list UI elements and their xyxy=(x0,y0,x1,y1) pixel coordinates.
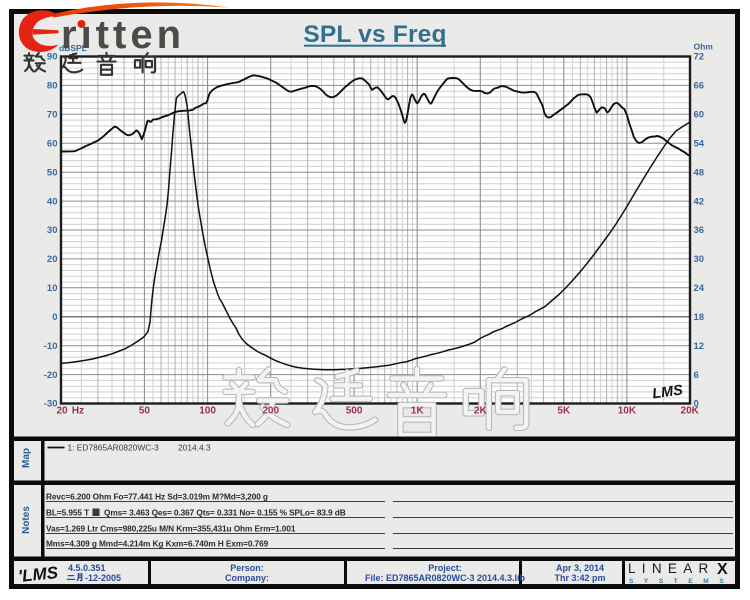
svg-text:42: 42 xyxy=(694,196,705,207)
svg-text:5K: 5K xyxy=(557,406,571,417)
svg-text:SYSTEMS: SYSTEMS xyxy=(629,578,734,585)
svg-text:20: 20 xyxy=(56,406,68,417)
svg-text:Thr 3:42 pm: Thr 3:42 pm xyxy=(554,573,605,583)
svg-text:12: 12 xyxy=(694,341,705,352)
svg-text:Hz: Hz xyxy=(72,406,84,417)
svg-text:72: 72 xyxy=(694,52,705,63)
svg-text:10K: 10K xyxy=(618,406,637,417)
svg-text:60: 60 xyxy=(47,139,58,150)
svg-text:Apr 3, 2014: Apr 3, 2014 xyxy=(556,563,604,573)
svg-text:54: 54 xyxy=(694,139,705,150)
svg-text:60: 60 xyxy=(694,110,705,121)
svg-text:6: 6 xyxy=(694,370,699,381)
svg-text:Notes: Notes xyxy=(21,506,32,534)
svg-text:-20: -20 xyxy=(44,370,58,381)
svg-text:4.5.0.351: 4.5.0.351 xyxy=(68,563,106,573)
svg-text:Project:: Project: xyxy=(428,563,462,573)
svg-text:0: 0 xyxy=(52,312,57,323)
svg-text:66: 66 xyxy=(694,81,705,92)
svg-text:-12-2005: -12-2005 xyxy=(85,573,121,583)
svg-text:20: 20 xyxy=(47,254,58,265)
svg-text:0: 0 xyxy=(694,399,699,410)
svg-text:30: 30 xyxy=(694,254,705,265)
svg-text:SPL vs Freq: SPL vs Freq xyxy=(303,21,446,48)
svg-text:Vas=1.269 Ltr Cms=980,225u M/: Vas=1.269 Ltr Cms=980,225u M/N Krm=355,4… xyxy=(46,524,296,534)
svg-text:70: 70 xyxy=(47,110,58,121)
svg-text:X: X xyxy=(717,561,728,578)
svg-text:BL=5.955 T: BL=5.955 T xyxy=(46,508,89,518)
svg-text:LMS: LMS xyxy=(651,382,684,402)
svg-text:20K: 20K xyxy=(681,406,700,417)
svg-text:Person:: Person: xyxy=(230,563,264,573)
svg-text:40: 40 xyxy=(47,196,58,207)
svg-text:200: 200 xyxy=(262,406,279,417)
svg-text:Revc=6.200 Ohm Fo=77.441 Hz: Revc=6.200 Ohm Fo=77.441 Hz Sd=3.019m M?… xyxy=(46,492,268,502)
svg-text:36: 36 xyxy=(694,225,705,236)
svg-text:LINEAR: LINEAR xyxy=(628,561,715,576)
svg-text:Map: Map xyxy=(21,448,32,468)
svg-text:rıtten: rıtten xyxy=(61,13,185,57)
svg-text:1: ED7865AR0820WC-3: 1: ED7865AR0820WC-3 xyxy=(68,443,160,453)
svg-text:48: 48 xyxy=(694,167,705,178)
svg-text:1K: 1K xyxy=(411,406,425,417)
svg-text:30: 30 xyxy=(47,225,58,236)
svg-text:24: 24 xyxy=(694,283,705,294)
svg-text:80: 80 xyxy=(47,81,58,92)
svg-text:File: ED7865AR0820WC-3 2014.: File: ED7865AR0820WC-3 2014.4.3.lib xyxy=(365,573,526,583)
svg-text:500: 500 xyxy=(346,406,363,417)
svg-text:50: 50 xyxy=(47,167,58,178)
svg-text:Qms= 3.463 Qes= 0.367 Qts= 0: Qms= 3.463 Qes= 0.367 Qts= 0.331 No= 0.1… xyxy=(104,508,346,518)
svg-text:50: 50 xyxy=(139,406,151,417)
svg-text:90: 90 xyxy=(47,52,58,63)
svg-text:'LMS: 'LMS xyxy=(17,563,59,586)
svg-text:-30: -30 xyxy=(44,399,58,410)
svg-text:Mms=4.309 g Mmd=4.214m Kg Kx: Mms=4.309 g Mmd=4.214m Kg Kxm=6.740m H E… xyxy=(46,539,269,549)
svg-text:dBSPL: dBSPL xyxy=(59,43,87,53)
svg-text:18: 18 xyxy=(694,312,705,323)
svg-text:2K: 2K xyxy=(474,406,488,417)
svg-text:100: 100 xyxy=(199,406,216,417)
svg-text:Ohm: Ohm xyxy=(694,42,714,52)
svg-text:10: 10 xyxy=(47,283,58,294)
svg-text:Company:: Company: xyxy=(225,573,269,583)
svg-text:-10: -10 xyxy=(44,341,58,352)
svg-text:2014.4.3: 2014.4.3 xyxy=(178,443,211,453)
